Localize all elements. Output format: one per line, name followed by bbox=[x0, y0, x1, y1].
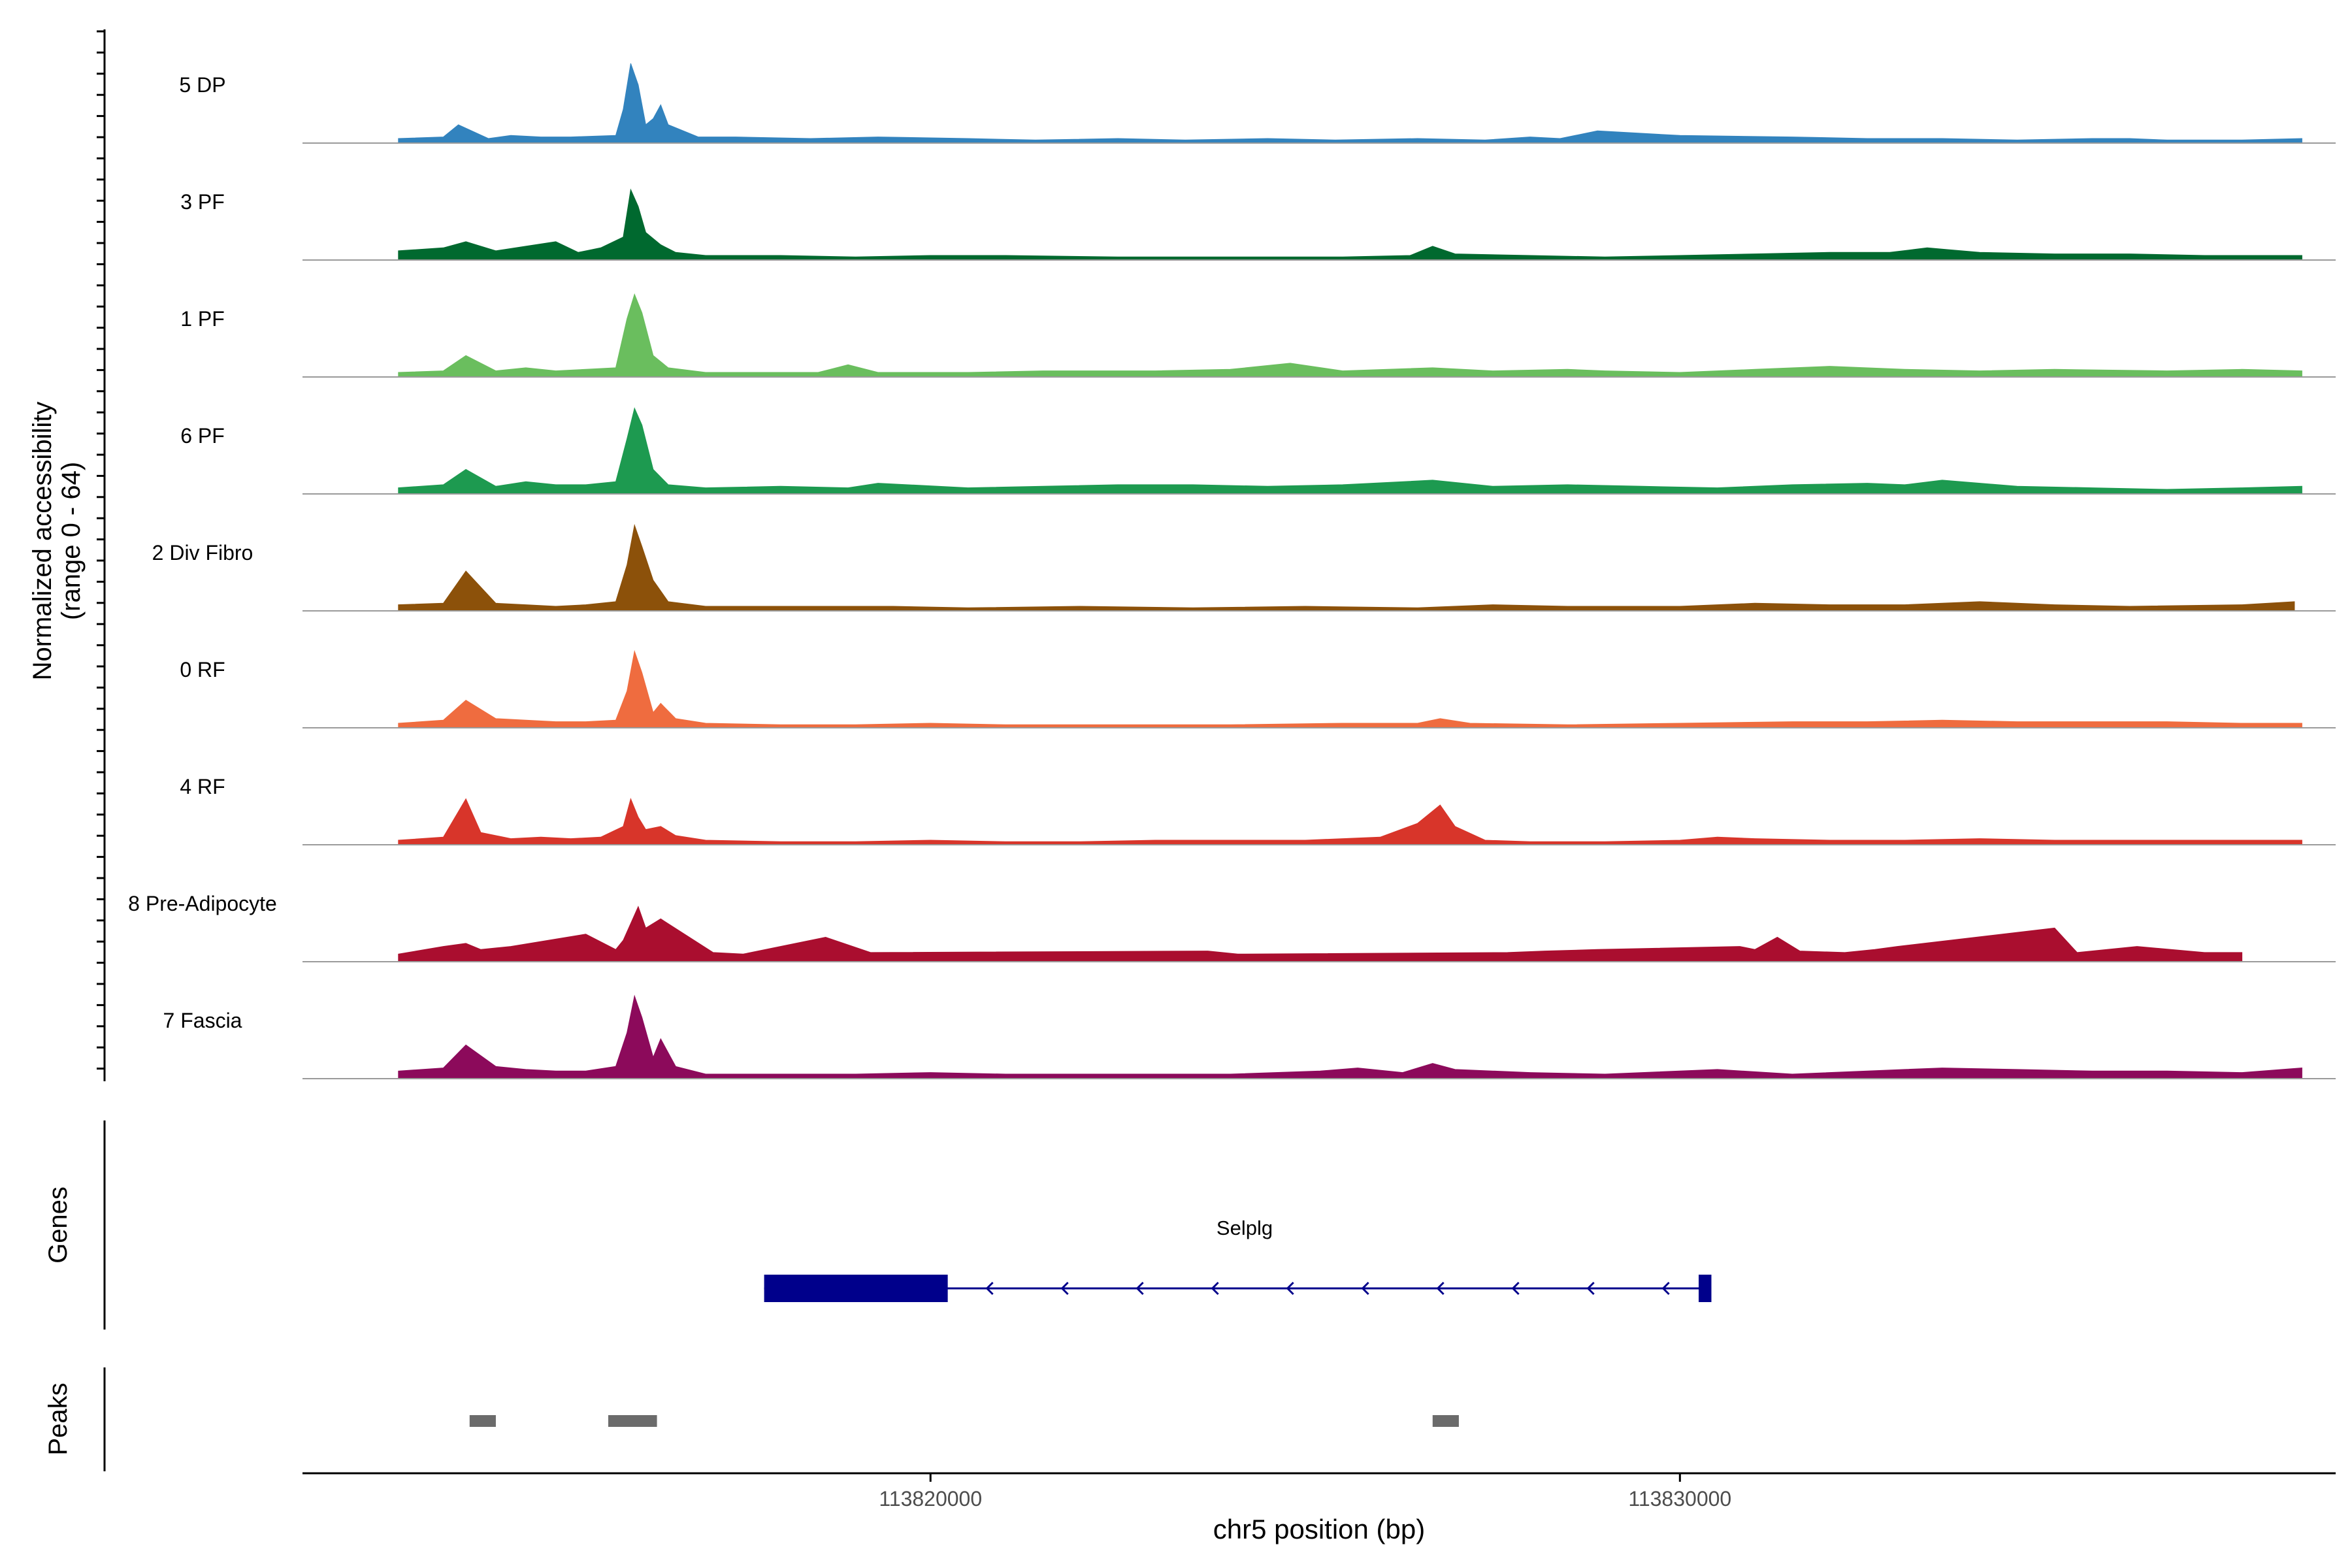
track-0-rf: 0 RF bbox=[180, 649, 2336, 728]
genes-track-label: Genes bbox=[44, 1186, 73, 1264]
track-4-rf: 4 RF bbox=[180, 775, 2336, 845]
track-5-dp: 5 DP bbox=[179, 63, 2336, 144]
coverage-area bbox=[398, 523, 2295, 612]
track-label: 7 Fascia bbox=[163, 1009, 242, 1032]
coverage-area bbox=[398, 994, 2302, 1079]
strand-arrow bbox=[1286, 1281, 1294, 1296]
track-label: 8 Pre-Adipocyte bbox=[128, 892, 277, 915]
track-8-pre-adipocyte: 8 Pre-Adipocyte bbox=[128, 892, 2336, 962]
peaks-track bbox=[469, 1415, 1459, 1427]
x-axis-title: chr5 position (bp) bbox=[1213, 1514, 1426, 1544]
track-label: 3 PF bbox=[180, 190, 225, 214]
track-2-div-fibro: 2 Div Fibro bbox=[152, 523, 2336, 612]
track-label: 1 PF bbox=[180, 307, 225, 331]
strand-arrow bbox=[1586, 1281, 1595, 1296]
track-label: 0 RF bbox=[180, 658, 225, 681]
strand-arrow bbox=[1060, 1281, 1069, 1296]
peak bbox=[469, 1415, 496, 1427]
x-tick-label: 113830000 bbox=[1628, 1487, 1731, 1511]
strand-arrow bbox=[1361, 1281, 1369, 1296]
strand-arrow bbox=[1211, 1281, 1219, 1296]
peak bbox=[608, 1415, 657, 1427]
track-3-pf: 3 PF bbox=[180, 188, 2336, 261]
coverage-area bbox=[398, 63, 2302, 144]
coverage-area bbox=[398, 798, 2302, 845]
coverage-area bbox=[398, 293, 2302, 378]
peaks-track-label: Peaks bbox=[44, 1382, 73, 1455]
y-axis-label-line1: Normalized accessibility bbox=[28, 402, 57, 681]
coverage-area bbox=[398, 407, 2302, 495]
strand-arrow bbox=[1661, 1281, 1670, 1296]
coverage-tracks: 5 DP 3 PF 1 PF 6 PF 2 Div Fibro 0 RF 4 RF 8 Pre… bbox=[128, 63, 2336, 1079]
track-label: 2 Div Fibro bbox=[152, 541, 253, 564]
exon bbox=[1698, 1275, 1712, 1302]
exon bbox=[764, 1275, 948, 1302]
track-1-pf: 1 PF bbox=[180, 293, 2336, 378]
gene-name-label: Selplg bbox=[1217, 1217, 1273, 1239]
track-6-pf: 6 PF bbox=[180, 407, 2336, 495]
coverage-area bbox=[398, 188, 2302, 261]
track-7-fascia: 7 Fascia bbox=[163, 994, 2336, 1079]
x-axis-ticks: 113820000 113830000 bbox=[879, 1473, 1731, 1511]
gene-model-selplg bbox=[764, 1275, 1712, 1302]
track-label: 6 PF bbox=[180, 424, 225, 448]
peak bbox=[1432, 1415, 1459, 1427]
coverage-area bbox=[398, 649, 2302, 728]
strand-arrow bbox=[1135, 1281, 1144, 1296]
y-axis-label-line2: (range 0 - 64) bbox=[57, 462, 86, 620]
track-label: 4 RF bbox=[180, 775, 225, 798]
strand-arrow bbox=[985, 1281, 994, 1296]
track-label: 5 DP bbox=[179, 73, 225, 97]
strand-arrow bbox=[1436, 1281, 1445, 1296]
coverage-y-ticks bbox=[97, 30, 105, 1070]
coverage-area bbox=[398, 906, 2243, 962]
strand-arrow bbox=[1511, 1281, 1520, 1296]
x-tick-label: 113820000 bbox=[879, 1487, 982, 1511]
